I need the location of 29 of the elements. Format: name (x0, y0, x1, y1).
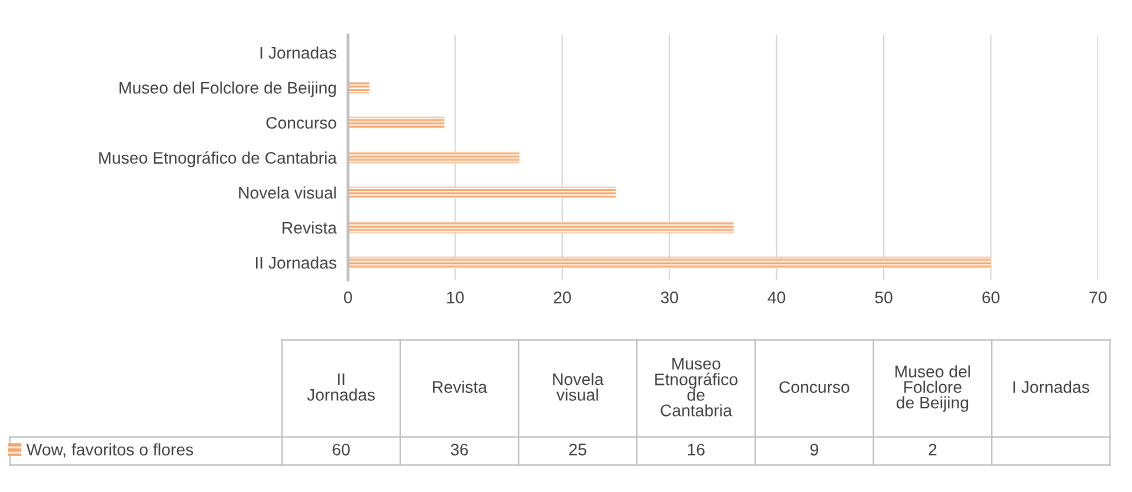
text: 25 (569, 443, 587, 456)
y-tick-label: Novela visual (239, 186, 336, 199)
category-label: Novela visual (553, 372, 604, 401)
y-tick-label: Revista (282, 221, 337, 234)
x-tick-label: 40 (767, 291, 786, 304)
x-tick-label: 70 (1089, 291, 1107, 304)
x-tick-label: 0 (344, 291, 352, 304)
x-tick-label: 20 (553, 291, 571, 304)
category-label: I Jornadas (1013, 380, 1090, 393)
category-label: Revista (433, 380, 488, 393)
y-tick-label: II Jornadas (255, 256, 337, 269)
y-tick-label: Museo del Folclore de Beijing (119, 81, 336, 97)
category-label: II Jornadas (307, 373, 375, 401)
text: 36 (450, 443, 468, 456)
y-tick-label: Concurso (266, 116, 337, 129)
x-tick-label: 30 (660, 291, 679, 304)
y-tick-label: I Jornadas (260, 46, 337, 59)
x-tick-label: 60 (982, 291, 1000, 304)
text: 16 (688, 443, 705, 456)
text: 60 (332, 443, 350, 456)
text: 9 (810, 443, 819, 456)
category-label: Museo del Folclore de Beijing (895, 365, 970, 412)
text: 2 (928, 443, 937, 456)
category-label: Museo Etnográfico de Cantabria (655, 357, 738, 417)
text: Wow, favoritos o flores (26, 443, 194, 458)
x-tick-label: 10 (447, 291, 464, 304)
category-label: Concurso (779, 381, 850, 393)
y-tick-label: Museo Etnográfico de Cantabria (99, 151, 337, 168)
x-tick-label: 50 (875, 291, 893, 304)
